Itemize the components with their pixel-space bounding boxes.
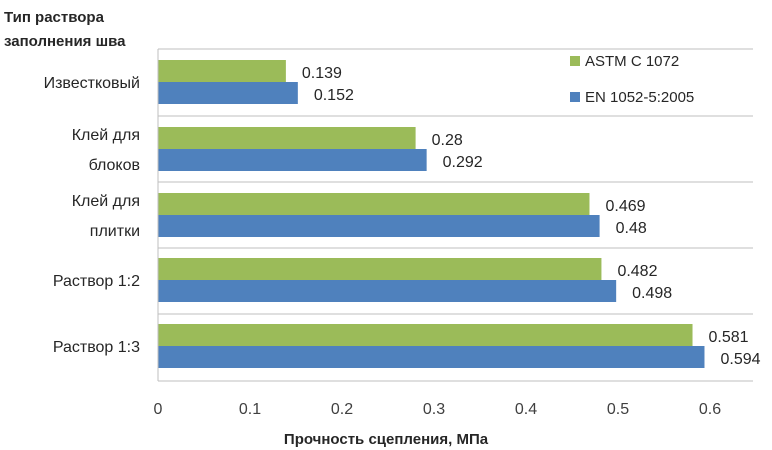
- data-label-astm-2: 0.469: [605, 198, 645, 215]
- x-tick-label-1: 0.1: [239, 401, 261, 418]
- x-tick-label-3: 0.3: [423, 401, 445, 418]
- data-label-astm-1: 0.28: [432, 132, 463, 149]
- gridlines: [158, 48, 753, 382]
- data-labels: 0.139 0.28 0.469 0.482 0.581 0.152 0.292 0.48 0.…: [302, 65, 761, 368]
- category-label-3-0: Раствор 1:2: [53, 273, 140, 290]
- data-label-en-0: 0.152: [314, 87, 354, 104]
- y-axis-title-line-0: Тип раствора: [4, 9, 105, 26]
- category-label-2-1: плитки: [90, 223, 140, 240]
- data-label-en-3: 0.498: [632, 285, 672, 302]
- x-tick-label-2: 0.2: [331, 401, 353, 418]
- x-tick-label-5: 0.5: [607, 401, 629, 418]
- x-tick-label-6: 0.6: [699, 401, 721, 418]
- legend-label-0: ASTM C 1072: [585, 53, 679, 70]
- bar-en-1: [158, 149, 427, 171]
- bar-astm-0: [158, 60, 286, 82]
- x-tick-label-4: 0.4: [515, 401, 537, 418]
- data-label-en-4: 0.594: [720, 351, 760, 368]
- data-label-en-1: 0.292: [443, 154, 483, 171]
- category-label-1-0: Клей для: [72, 127, 140, 144]
- legend-swatch-0: [570, 56, 580, 66]
- legend-label-1: EN 1052-5:2005: [585, 89, 694, 106]
- category-label-2-0: Клей для: [72, 193, 140, 210]
- x-axis-title: Прочность сцепления, МПа: [284, 431, 489, 448]
- data-label-en-2: 0.48: [616, 220, 647, 237]
- bar-astm-3: [158, 258, 602, 280]
- bar-en-4: [158, 346, 705, 368]
- data-label-astm-0: 0.139: [302, 65, 342, 82]
- legend: ASTM C 1072 EN 1052-5:2005: [570, 53, 694, 106]
- category-label-4-0: Раствор 1:3: [53, 339, 140, 356]
- bar-astm-4: [158, 324, 693, 346]
- bar-en-3: [158, 280, 617, 302]
- category-label-0-0: Известковый: [44, 75, 140, 92]
- bar-en-2: [158, 215, 600, 237]
- data-label-astm-4: 0.581: [709, 329, 749, 346]
- bar-en-0: [158, 82, 298, 104]
- bar-astm-1: [158, 127, 416, 149]
- bar-astm-2: [158, 193, 590, 215]
- legend-swatch-1: [570, 92, 580, 102]
- axes: Известковый Клей для блоков Клей для плитки Р…: [4, 9, 721, 448]
- category-label-1-1: блоков: [89, 157, 140, 174]
- bars: [158, 60, 705, 368]
- data-label-astm-3: 0.482: [617, 263, 657, 280]
- x-tick-label-0: 0: [154, 401, 163, 418]
- y-axis-title-line-1: заполнения шва: [4, 33, 126, 50]
